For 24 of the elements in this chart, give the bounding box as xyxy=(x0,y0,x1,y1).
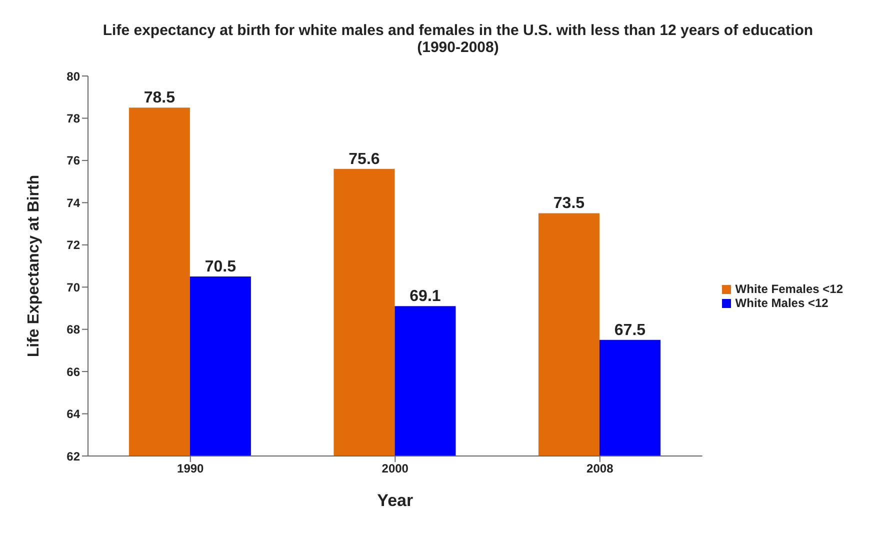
legend-label: White Females <12 xyxy=(735,282,843,296)
y-tick-label: 62 xyxy=(66,449,80,464)
data-label: 67.5 xyxy=(614,322,646,339)
x-tick-label: 2008 xyxy=(586,462,614,476)
y-tick-label: 72 xyxy=(66,238,80,252)
y-tick-label: 76 xyxy=(66,154,80,168)
y-tick-label: 68 xyxy=(66,322,80,337)
data-label: 78.5 xyxy=(144,90,176,107)
y-tick-label: 64 xyxy=(66,407,80,422)
y-tick-label: 74 xyxy=(66,196,80,210)
x-tick-label: 1990 xyxy=(177,462,204,476)
chart-title: Life expectancy at birth for white males and females in the U.S. with less than 12 years of education (1990-2008) xyxy=(102,21,814,56)
y-tick-label: 70 xyxy=(66,280,80,294)
x-tick-label: 2000 xyxy=(382,462,409,476)
y-tick-label: 78 xyxy=(66,111,80,126)
y-tick-label: 80 xyxy=(66,69,80,84)
y-tick-label: 66 xyxy=(66,364,80,379)
data-label: 69.1 xyxy=(410,288,441,306)
data-label: 75.6 xyxy=(348,150,380,168)
x-axis-title: Year xyxy=(377,491,414,510)
y-axis-title: Life Expectancy at Birth xyxy=(26,174,43,358)
legend-label: White Males <12 xyxy=(735,296,828,310)
data-label: 73.5 xyxy=(553,195,585,212)
data-label: 70.5 xyxy=(204,258,236,276)
